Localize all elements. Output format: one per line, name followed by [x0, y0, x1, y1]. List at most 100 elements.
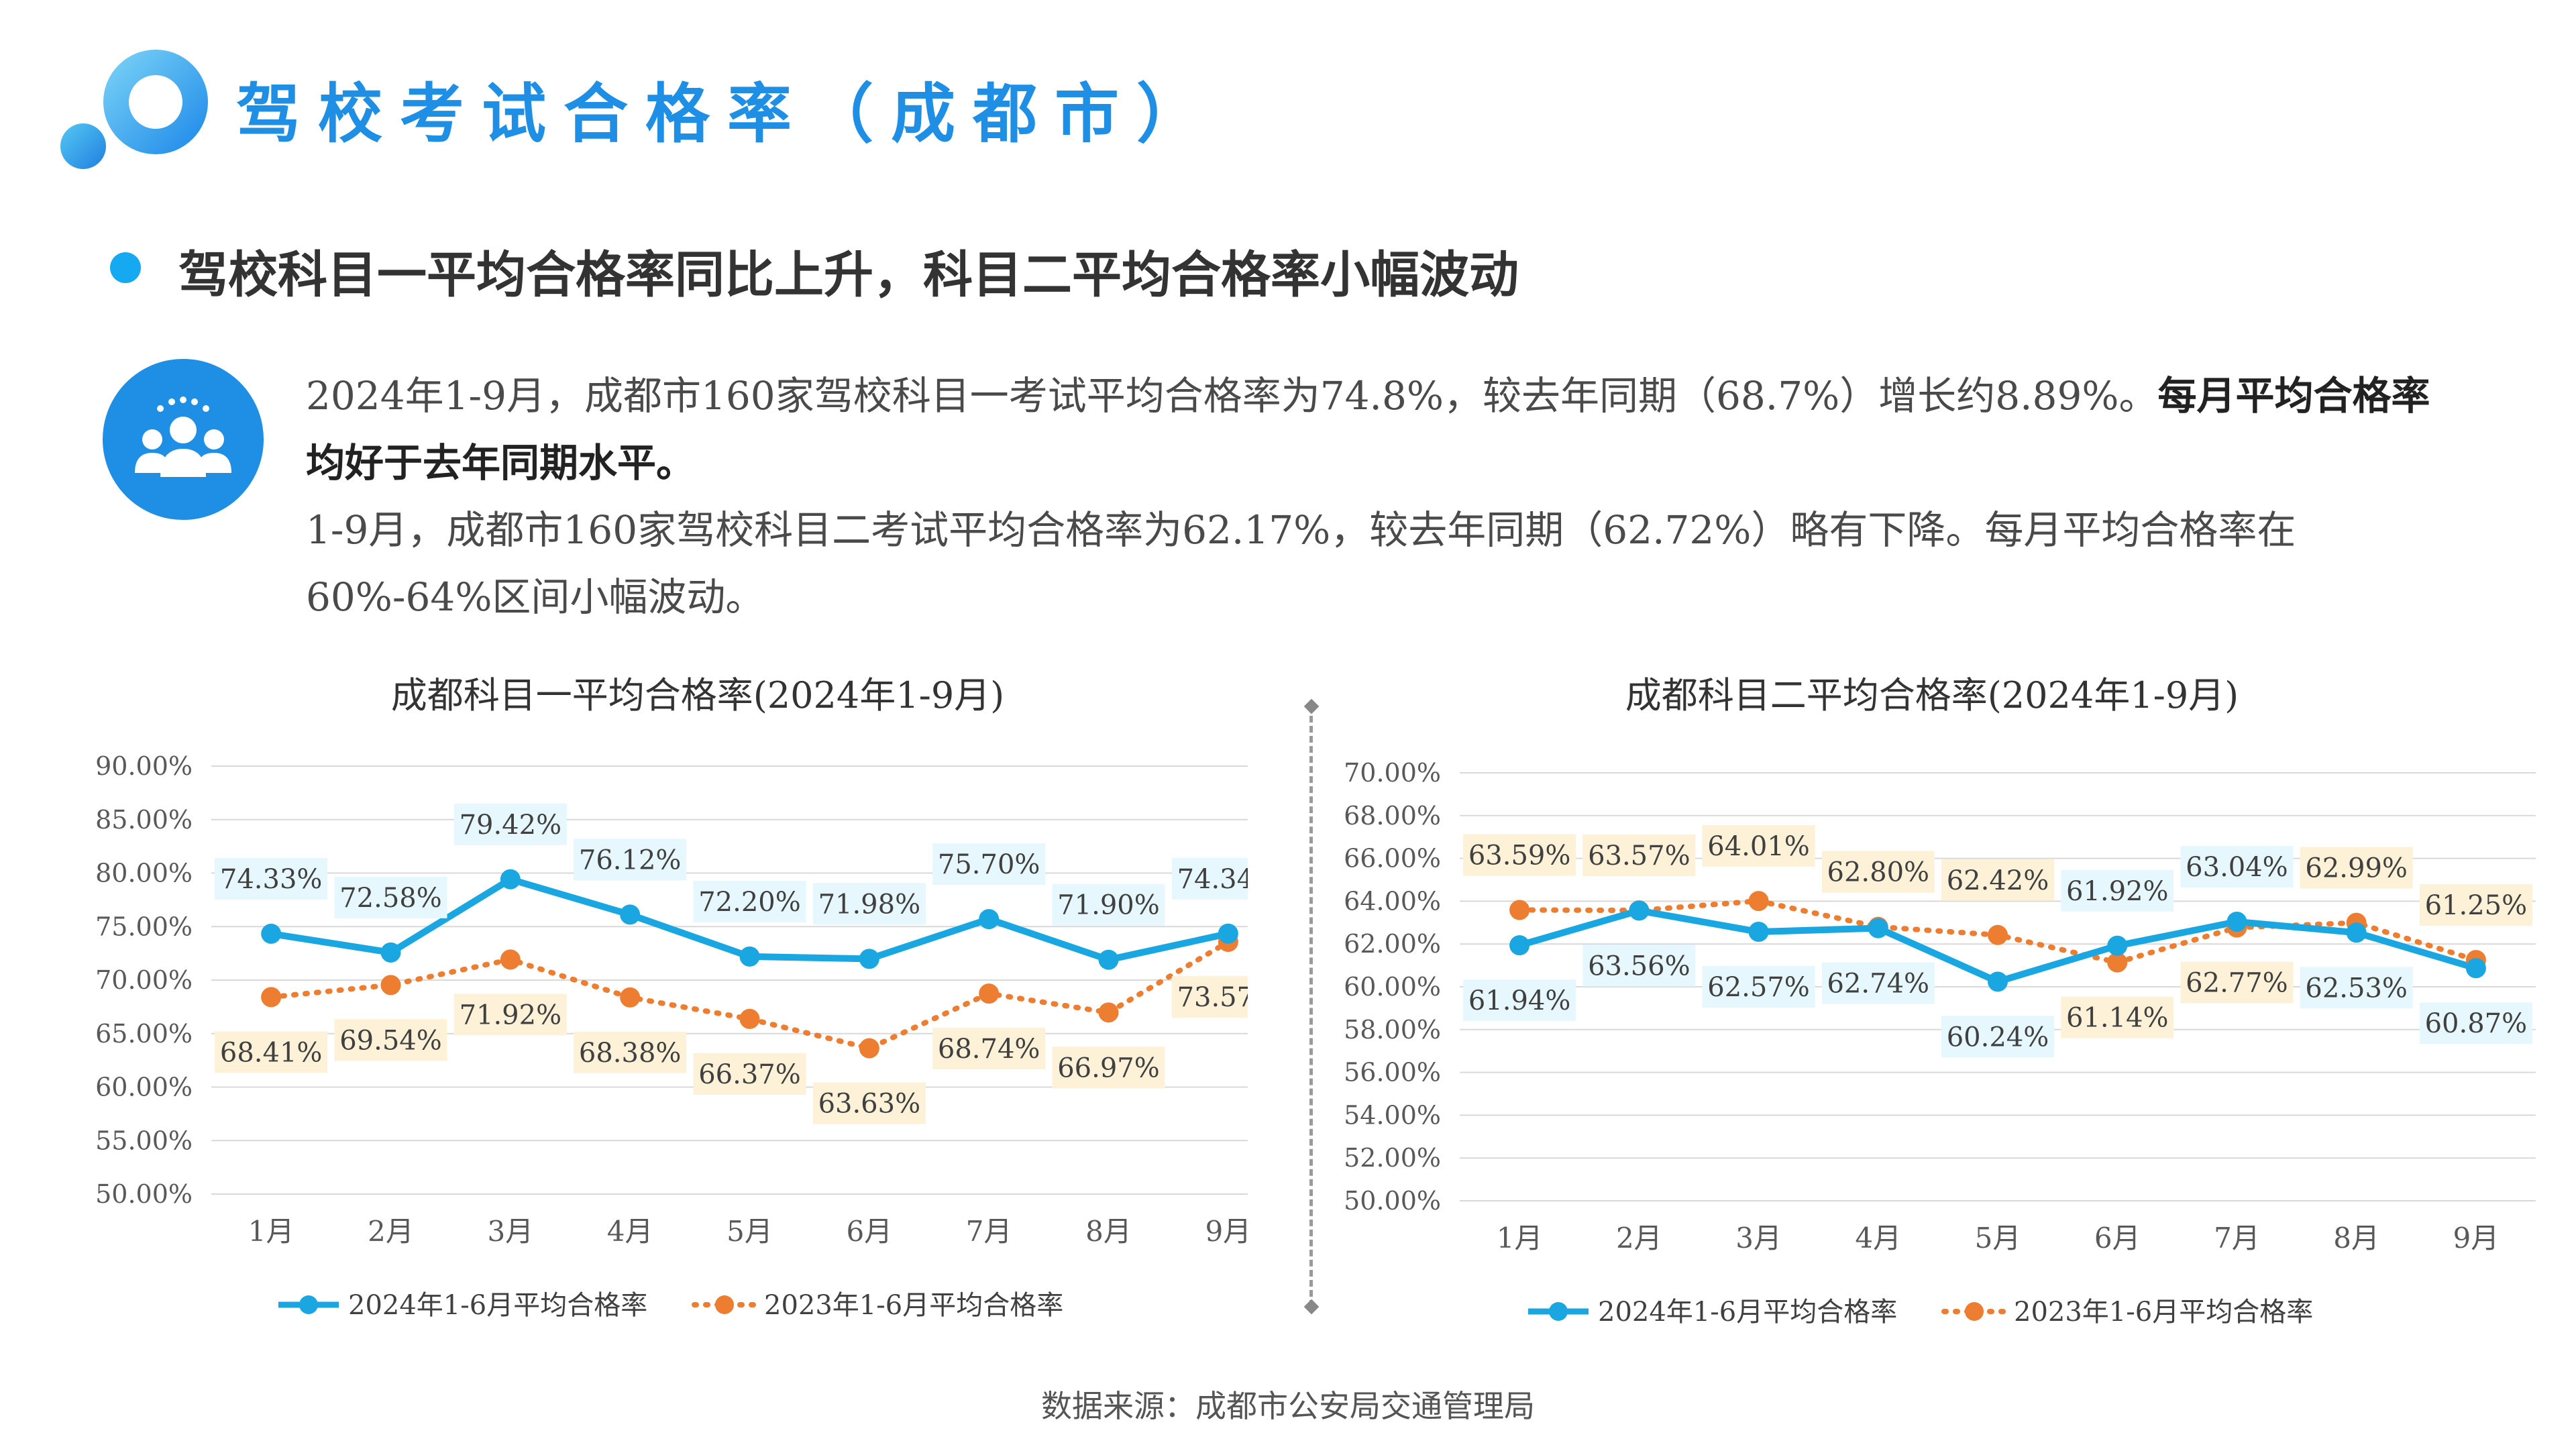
x-tick-label: 9月: [2453, 1222, 2500, 1254]
y-tick-label: 66.00%: [1344, 844, 1441, 873]
data-label-2024: 76.12%: [579, 845, 682, 875]
data-point-2024: [2107, 935, 2128, 956]
data-label-2024-bg: [453, 803, 567, 845]
data-label-2024-bg: [1052, 883, 1165, 926]
data-label-2024: 62.53%: [2305, 973, 2408, 1004]
y-tick-label: 62.00%: [1344, 929, 1441, 959]
description-text: 2024年1-9月，成都市160家驾校科目一考试平均合格率为74.8%，较去年同…: [306, 362, 2453, 631]
data-label-2023: 68.41%: [220, 1037, 323, 1068]
data-label-2023: 61.25%: [2425, 890, 2528, 921]
data-label-2023-bg: [2061, 996, 2174, 1038]
data-label-2023: 68.38%: [579, 1038, 682, 1069]
x-tick-label: 6月: [846, 1215, 892, 1248]
data-label-2024-bg: [1463, 979, 1576, 1022]
data-label-2023-bg: [812, 1082, 926, 1124]
data-point-2024: [2346, 922, 2367, 943]
x-tick-label: 2月: [1616, 1222, 1662, 1254]
x-tick-label: 8月: [2333, 1222, 2379, 1254]
chart-subject-two-svg: 成都科目二平均合格率(2024年1-9月) 50.00% 52.00% 54.00% 5…: [1344, 674, 2536, 1328]
data-label-2024: 61.92%: [2066, 876, 2169, 907]
data-label-2023: 63.57%: [1588, 841, 1690, 871]
data-label-2023-bg: [2180, 961, 2294, 1004]
data-point-2024: [1218, 923, 1238, 944]
data-label-2023: 66.37%: [698, 1059, 801, 1090]
data-point-2024: [739, 946, 760, 967]
data-label-2023: 62.80%: [1827, 857, 1930, 888]
data-source: 数据来源：成都市公安局交通管理局: [1041, 1388, 1535, 1424]
y-tick-label: 55.00%: [95, 1126, 193, 1155]
y-tick-label: 50.00%: [95, 1179, 193, 1209]
data-label-2024-bg: [2300, 967, 2413, 1009]
legend-label-2023: 2023年1-6月平均合格率: [764, 1290, 1063, 1321]
data-label-2024: 61.94%: [1468, 985, 1571, 1016]
y-tick-label: 52.00%: [1344, 1143, 1441, 1173]
x-tick-label: 1月: [1497, 1222, 1543, 1254]
data-label-2024: 74.34%: [1177, 864, 1248, 895]
data-point-2024: [620, 904, 641, 925]
data-point-2024: [2465, 958, 2486, 979]
data-label-2024: 71.90%: [1057, 890, 1160, 921]
data-label-2024: 62.57%: [1707, 972, 1810, 1003]
legend-marker-2023: [715, 1295, 734, 1314]
y-tick-label: 56.00%: [1344, 1058, 1441, 1087]
data-point-2023: [739, 1008, 760, 1029]
legend-label-2023: 2023年1-6月平均合格率: [2014, 1297, 2313, 1328]
y-tick-label: 75.00%: [95, 912, 193, 941]
data-label-2023: 64.01%: [1707, 831, 1810, 862]
data-point-2024: [1748, 922, 1769, 943]
x-tick-label: 5月: [1975, 1222, 2021, 1254]
data-label-2023-bg: [1052, 1046, 1165, 1089]
data-label-2023-bg: [215, 1031, 328, 1073]
x-tick-label: 4月: [1855, 1222, 1901, 1254]
legend-marker-2024: [1549, 1302, 1568, 1321]
x-tick-label: 7月: [966, 1215, 1012, 1248]
data-label-2024-bg: [1941, 1016, 2054, 1058]
data-label-2024: 72.20%: [698, 887, 801, 918]
data-label-2023-bg: [1463, 834, 1576, 876]
data-label-2023-bg: [574, 1031, 687, 1073]
data-point-2023: [979, 983, 1000, 1004]
x-tick-label: 4月: [607, 1215, 653, 1248]
data-point-2023: [1509, 900, 1530, 920]
data-label-2024-bg: [1582, 945, 1696, 987]
data-point-2024: [380, 942, 401, 963]
data-label-2024-bg: [1702, 966, 1815, 1008]
paragraph-1: 2024年1-9月，成都市160家驾校科目一考试平均合格率为74.8%，较去年同…: [306, 362, 2453, 496]
data-point-2023: [261, 987, 282, 1008]
section-subtitle: 驾校科目一平均合格率同比上升，科目二平均合格率小幅波动: [178, 246, 1519, 304]
data-label-2023: 62.42%: [1947, 865, 2049, 896]
data-label-2023-bg: [693, 1053, 806, 1095]
data-label-2024-bg: [574, 839, 687, 881]
x-tick-label: 9月: [1205, 1215, 1248, 1248]
data-label-2024-bg: [2419, 1002, 2532, 1044]
data-label-2024: 63.56%: [1588, 951, 1690, 981]
data-point-2023: [1098, 1002, 1119, 1023]
x-tick-label: 7月: [2214, 1222, 2260, 1254]
chart-title: 成都科目一平均合格率(2024年1-9月): [391, 674, 1005, 716]
y-tick-label: 80.00%: [95, 859, 193, 888]
data-label-2024: 75.70%: [938, 849, 1040, 880]
legend-label-2024: 2024年1-6月平均合格率: [1598, 1297, 1897, 1328]
y-tick-label: 50.00%: [1344, 1186, 1441, 1216]
data-label-2023: 61.14%: [2066, 1003, 2169, 1034]
data-point-2024: [1629, 900, 1650, 921]
data-label-2024: 72.58%: [339, 883, 442, 914]
data-label-2023: 71.92%: [460, 1000, 562, 1030]
data-label-2023-bg: [2419, 884, 2532, 926]
y-tick-label: 85.00%: [95, 805, 193, 835]
chart-subject-one-svg: 成都科目一平均合格率(2024年1-9月) 50.00% 55.00% 60.00% 6…: [95, 674, 1288, 1321]
y-tick-label: 64.00%: [1344, 886, 1441, 916]
x-tick-label: 8月: [1085, 1215, 1132, 1248]
bullet-dot: [110, 252, 141, 283]
x-tick-label: 6月: [2094, 1222, 2141, 1254]
data-label-2023-bg: [334, 1019, 447, 1061]
data-label-2024: 71.98%: [818, 889, 921, 920]
data-point-2024: [1868, 918, 1888, 938]
x-tick-label: 3月: [487, 1215, 533, 1248]
data-label-2023: 69.54%: [339, 1025, 442, 1056]
y-tick-label: 70.00%: [95, 965, 193, 995]
brand-logo: [54, 40, 228, 188]
data-point-2023: [1748, 891, 1769, 912]
data-label-2023: 63.59%: [1468, 840, 1571, 871]
data-label-2024: 62.74%: [1827, 969, 1930, 1000]
